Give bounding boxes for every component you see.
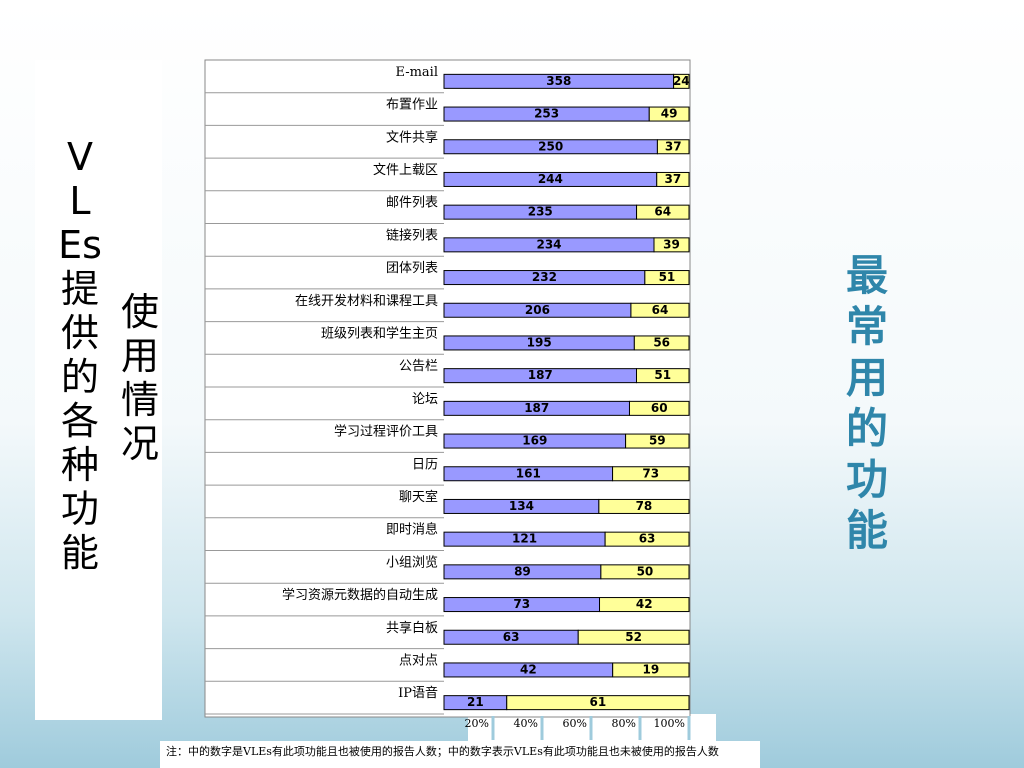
value-label: 78 (636, 499, 653, 513)
value-label: 59 (649, 434, 666, 448)
category-label: 链接列表 (386, 227, 438, 243)
x-tick-label: 100% (654, 717, 685, 730)
value-label: 187 (528, 368, 553, 382)
value-label: 51 (659, 270, 676, 284)
x-tick-label: 60% (563, 717, 587, 730)
value-label: 169 (522, 434, 547, 448)
category-label: 小组浏览 (386, 554, 438, 570)
bar-segment (653, 237, 690, 253)
value-label: 64 (652, 303, 669, 317)
value-label: 49 (661, 107, 678, 121)
bar-segment (648, 106, 690, 122)
value-label: 42 (520, 662, 537, 676)
value-label: 234 (536, 237, 561, 251)
bar-segment (612, 662, 690, 678)
bar-segment (644, 270, 690, 286)
value-label: 121 (512, 532, 537, 546)
category-label: E-mail (395, 65, 438, 80)
left-subtitle: 使用情况 (120, 290, 159, 466)
bar-segment (656, 139, 690, 155)
category-label: 学习过程评价工具 (334, 424, 438, 440)
value-label: 250 (538, 139, 563, 153)
category-label: 学习资源元数据的自动生成 (282, 587, 438, 603)
category-label: 班级列表和学生主页 (321, 325, 438, 341)
value-label: 358 (546, 74, 571, 88)
value-label: 37 (665, 172, 682, 186)
category-label: 公告栏 (399, 359, 438, 374)
value-label: 24 (673, 74, 690, 88)
bar-segment (656, 171, 690, 187)
bar-segment (598, 498, 690, 514)
value-label: 244 (538, 172, 563, 186)
value-label: 206 (525, 303, 550, 317)
value-label: 52 (625, 630, 642, 644)
x-tick-label: 20% (465, 717, 489, 730)
category-label: 邮件列表 (386, 196, 438, 211)
note: 注：中的数字是VLEs有此项功能且也被使用的报告人数；中的数字表示VLEs有此项… (166, 745, 719, 758)
value-label: 63 (503, 630, 520, 644)
category-label: 聊天室 (399, 489, 438, 505)
left-title: VLEs提供的各种功能 (58, 135, 102, 575)
value-label: 161 (516, 466, 541, 480)
value-label: 56 (653, 335, 670, 349)
bar-segment (636, 368, 690, 384)
note-panel (160, 741, 760, 768)
bar-segment (604, 531, 690, 547)
category-label: 文件上载区 (373, 163, 438, 178)
category-label: 文件共享 (386, 129, 438, 145)
value-label: 235 (528, 205, 553, 219)
value-label: 64 (654, 205, 671, 219)
bar-segment (633, 335, 690, 351)
bar-segment (612, 466, 690, 482)
value-label: 50 (637, 564, 654, 578)
value-label: 63 (639, 532, 656, 546)
value-label: 232 (532, 270, 557, 284)
left-panel (35, 60, 162, 720)
value-label: 73 (642, 466, 659, 480)
bar-segment (599, 597, 690, 613)
value-label: 195 (527, 335, 552, 349)
bar-segment (600, 564, 690, 580)
value-label: 89 (514, 564, 531, 578)
bar-segment (506, 695, 690, 711)
category-label: 在线开发材料和课程工具 (295, 293, 438, 309)
category-label: 共享白板 (386, 620, 438, 636)
value-label: 21 (467, 695, 484, 709)
bar-segment (625, 433, 690, 449)
bar-segment (673, 73, 690, 89)
value-label: 73 (513, 597, 530, 611)
category-label: 论坛 (412, 392, 438, 407)
x-tick-label: 40% (514, 717, 538, 730)
bar-segment (577, 629, 690, 645)
bar-segment (630, 302, 690, 318)
category-label: 日历 (412, 457, 438, 472)
value-label: 19 (642, 662, 659, 676)
bar-segment (636, 204, 690, 220)
category-label: 点对点 (399, 653, 438, 668)
value-label: 42 (636, 597, 653, 611)
category-label: 布置作业 (386, 98, 438, 113)
value-label: 60 (651, 401, 668, 415)
value-label: 187 (524, 401, 549, 415)
bar-segment (628, 400, 690, 416)
x-tick-label: 80% (612, 717, 636, 730)
value-label: 61 (590, 695, 607, 709)
category-label: 即时消息 (386, 522, 438, 538)
value-label: 134 (509, 499, 534, 513)
value-label: 37 (665, 139, 682, 153)
category-label: IP语音 (398, 685, 438, 701)
value-label: 39 (663, 237, 680, 251)
category-label: 团体列表 (386, 261, 438, 276)
value-label: 253 (534, 107, 559, 121)
value-label: 51 (654, 368, 671, 382)
right-title: 最常用的功能 (845, 251, 888, 555)
